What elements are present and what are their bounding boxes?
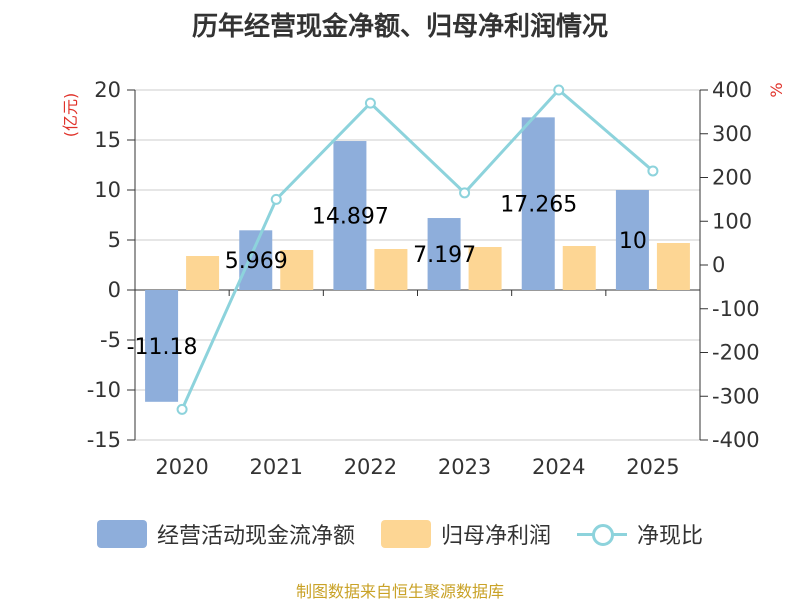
data-label-cashflow: -11.18 xyxy=(127,335,198,360)
category-label: 2022 xyxy=(344,455,397,479)
legend-swatch-cashflow xyxy=(96,520,147,548)
data-label-cashflow: 17.265 xyxy=(500,193,577,218)
bar-net-profit xyxy=(562,246,596,290)
legend-swatch-net-profit xyxy=(380,520,431,548)
bar-cashflow xyxy=(145,290,179,402)
data-label-cashflow: 5.969 xyxy=(225,249,288,274)
data-label-cashflow: 10 xyxy=(619,229,647,254)
source-note: 制图数据来自恒生聚源数据库 xyxy=(295,582,504,601)
right-tick-label: -100 xyxy=(712,297,760,321)
left-tick-label: 0 xyxy=(108,278,121,302)
bar-cashflow xyxy=(427,218,461,290)
bar-cashflow xyxy=(615,190,649,290)
right-tick-label: -300 xyxy=(712,384,760,408)
left-tick-label: -5 xyxy=(100,328,121,352)
legend: 经营活动现金流净额 归母净利润 净现比 xyxy=(0,518,800,550)
point-cash-ratio xyxy=(553,84,565,96)
left-tick-label: 20 xyxy=(94,78,121,102)
bar-net-profit xyxy=(468,247,502,290)
legend-item-cash-ratio[interactable]: 净现比 xyxy=(577,518,703,550)
legend-swatch-cash-ratio xyxy=(577,520,627,548)
left-tick-label: 5 xyxy=(108,228,121,252)
chart-plot: 20 15 10 5 0 -5 -10 -15 400 300 200 100 0 -100 -200 -30… xyxy=(61,78,786,479)
legend-item-net-profit[interactable]: 归母净利润 xyxy=(380,518,551,550)
bar-net-profit xyxy=(186,256,220,290)
right-axis-unit: % xyxy=(767,82,786,97)
right-tick-label: 300 xyxy=(712,122,752,146)
point-cash-ratio xyxy=(176,403,188,415)
right-tick-label: -400 xyxy=(712,428,760,452)
right-tick-label: 400 xyxy=(712,78,752,102)
left-tick-label: 10 xyxy=(94,178,121,202)
bar-net-profit xyxy=(280,250,314,290)
legend-label-cashflow: 经营活动现金流净额 xyxy=(156,524,355,549)
point-cash-ratio xyxy=(459,187,471,199)
right-tick-label: -200 xyxy=(712,341,760,365)
chart-title: 历年经营现金净额、归母净利润情况 xyxy=(191,12,608,42)
right-tick-label: 100 xyxy=(712,209,752,233)
right-tick-label: 0 xyxy=(712,253,725,277)
point-cash-ratio xyxy=(647,165,659,177)
category-label: 2024 xyxy=(532,455,585,479)
left-axis-unit: (亿元) xyxy=(61,93,80,138)
legend-label-net-profit: 归母净利润 xyxy=(440,524,551,549)
category-label: 2023 xyxy=(438,455,491,479)
left-tick-label: 15 xyxy=(94,128,121,152)
legend-item-cashflow[interactable]: 经营活动现金流净额 xyxy=(96,518,355,550)
legend-label-cash-ratio: 净现比 xyxy=(637,524,704,549)
bar-net-profit xyxy=(374,249,408,290)
right-tick-label: 200 xyxy=(712,166,752,190)
bar-cashflow xyxy=(521,117,555,290)
bar-cashflow xyxy=(239,230,273,290)
point-cash-ratio xyxy=(270,193,282,205)
data-label-cashflow: 14.897 xyxy=(312,205,389,230)
bar-net-profit xyxy=(656,243,690,290)
category-label: 2025 xyxy=(626,455,679,479)
bar-cashflow xyxy=(333,141,367,290)
category-label: 2021 xyxy=(250,455,303,479)
line-cash-ratio xyxy=(180,87,654,410)
point-cash-ratio xyxy=(364,97,376,109)
category-label: 2020 xyxy=(155,455,208,479)
left-tick-label: -10 xyxy=(87,378,121,402)
data-label-cashflow: 7.197 xyxy=(413,243,476,268)
left-tick-label: -15 xyxy=(87,428,121,452)
